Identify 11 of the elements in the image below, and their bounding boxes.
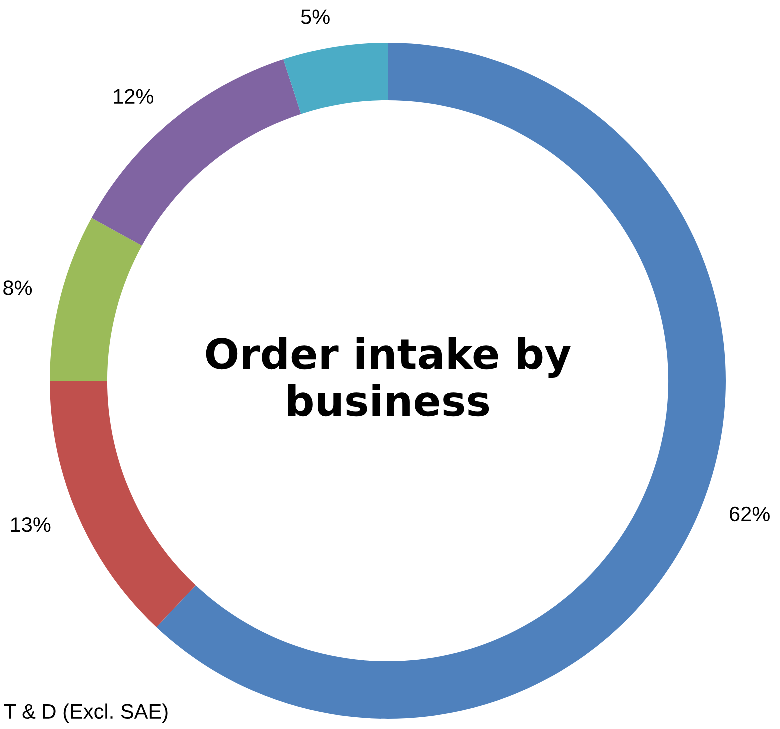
donut-slice	[92, 60, 302, 246]
donut-slice	[50, 381, 196, 628]
donut-slice	[50, 218, 142, 381]
data-label: 5%	[301, 10, 330, 24]
data-label: 12%	[114, 89, 154, 104]
data-label: 62%	[730, 506, 770, 522]
data-label: 13%	[11, 517, 51, 532]
text: Order intake by business	[206, 337, 571, 417]
data-label: 8%	[4, 280, 32, 296]
donut-slice	[284, 43, 388, 114]
text: T & D (Excl. SAE)	[4, 704, 168, 724]
